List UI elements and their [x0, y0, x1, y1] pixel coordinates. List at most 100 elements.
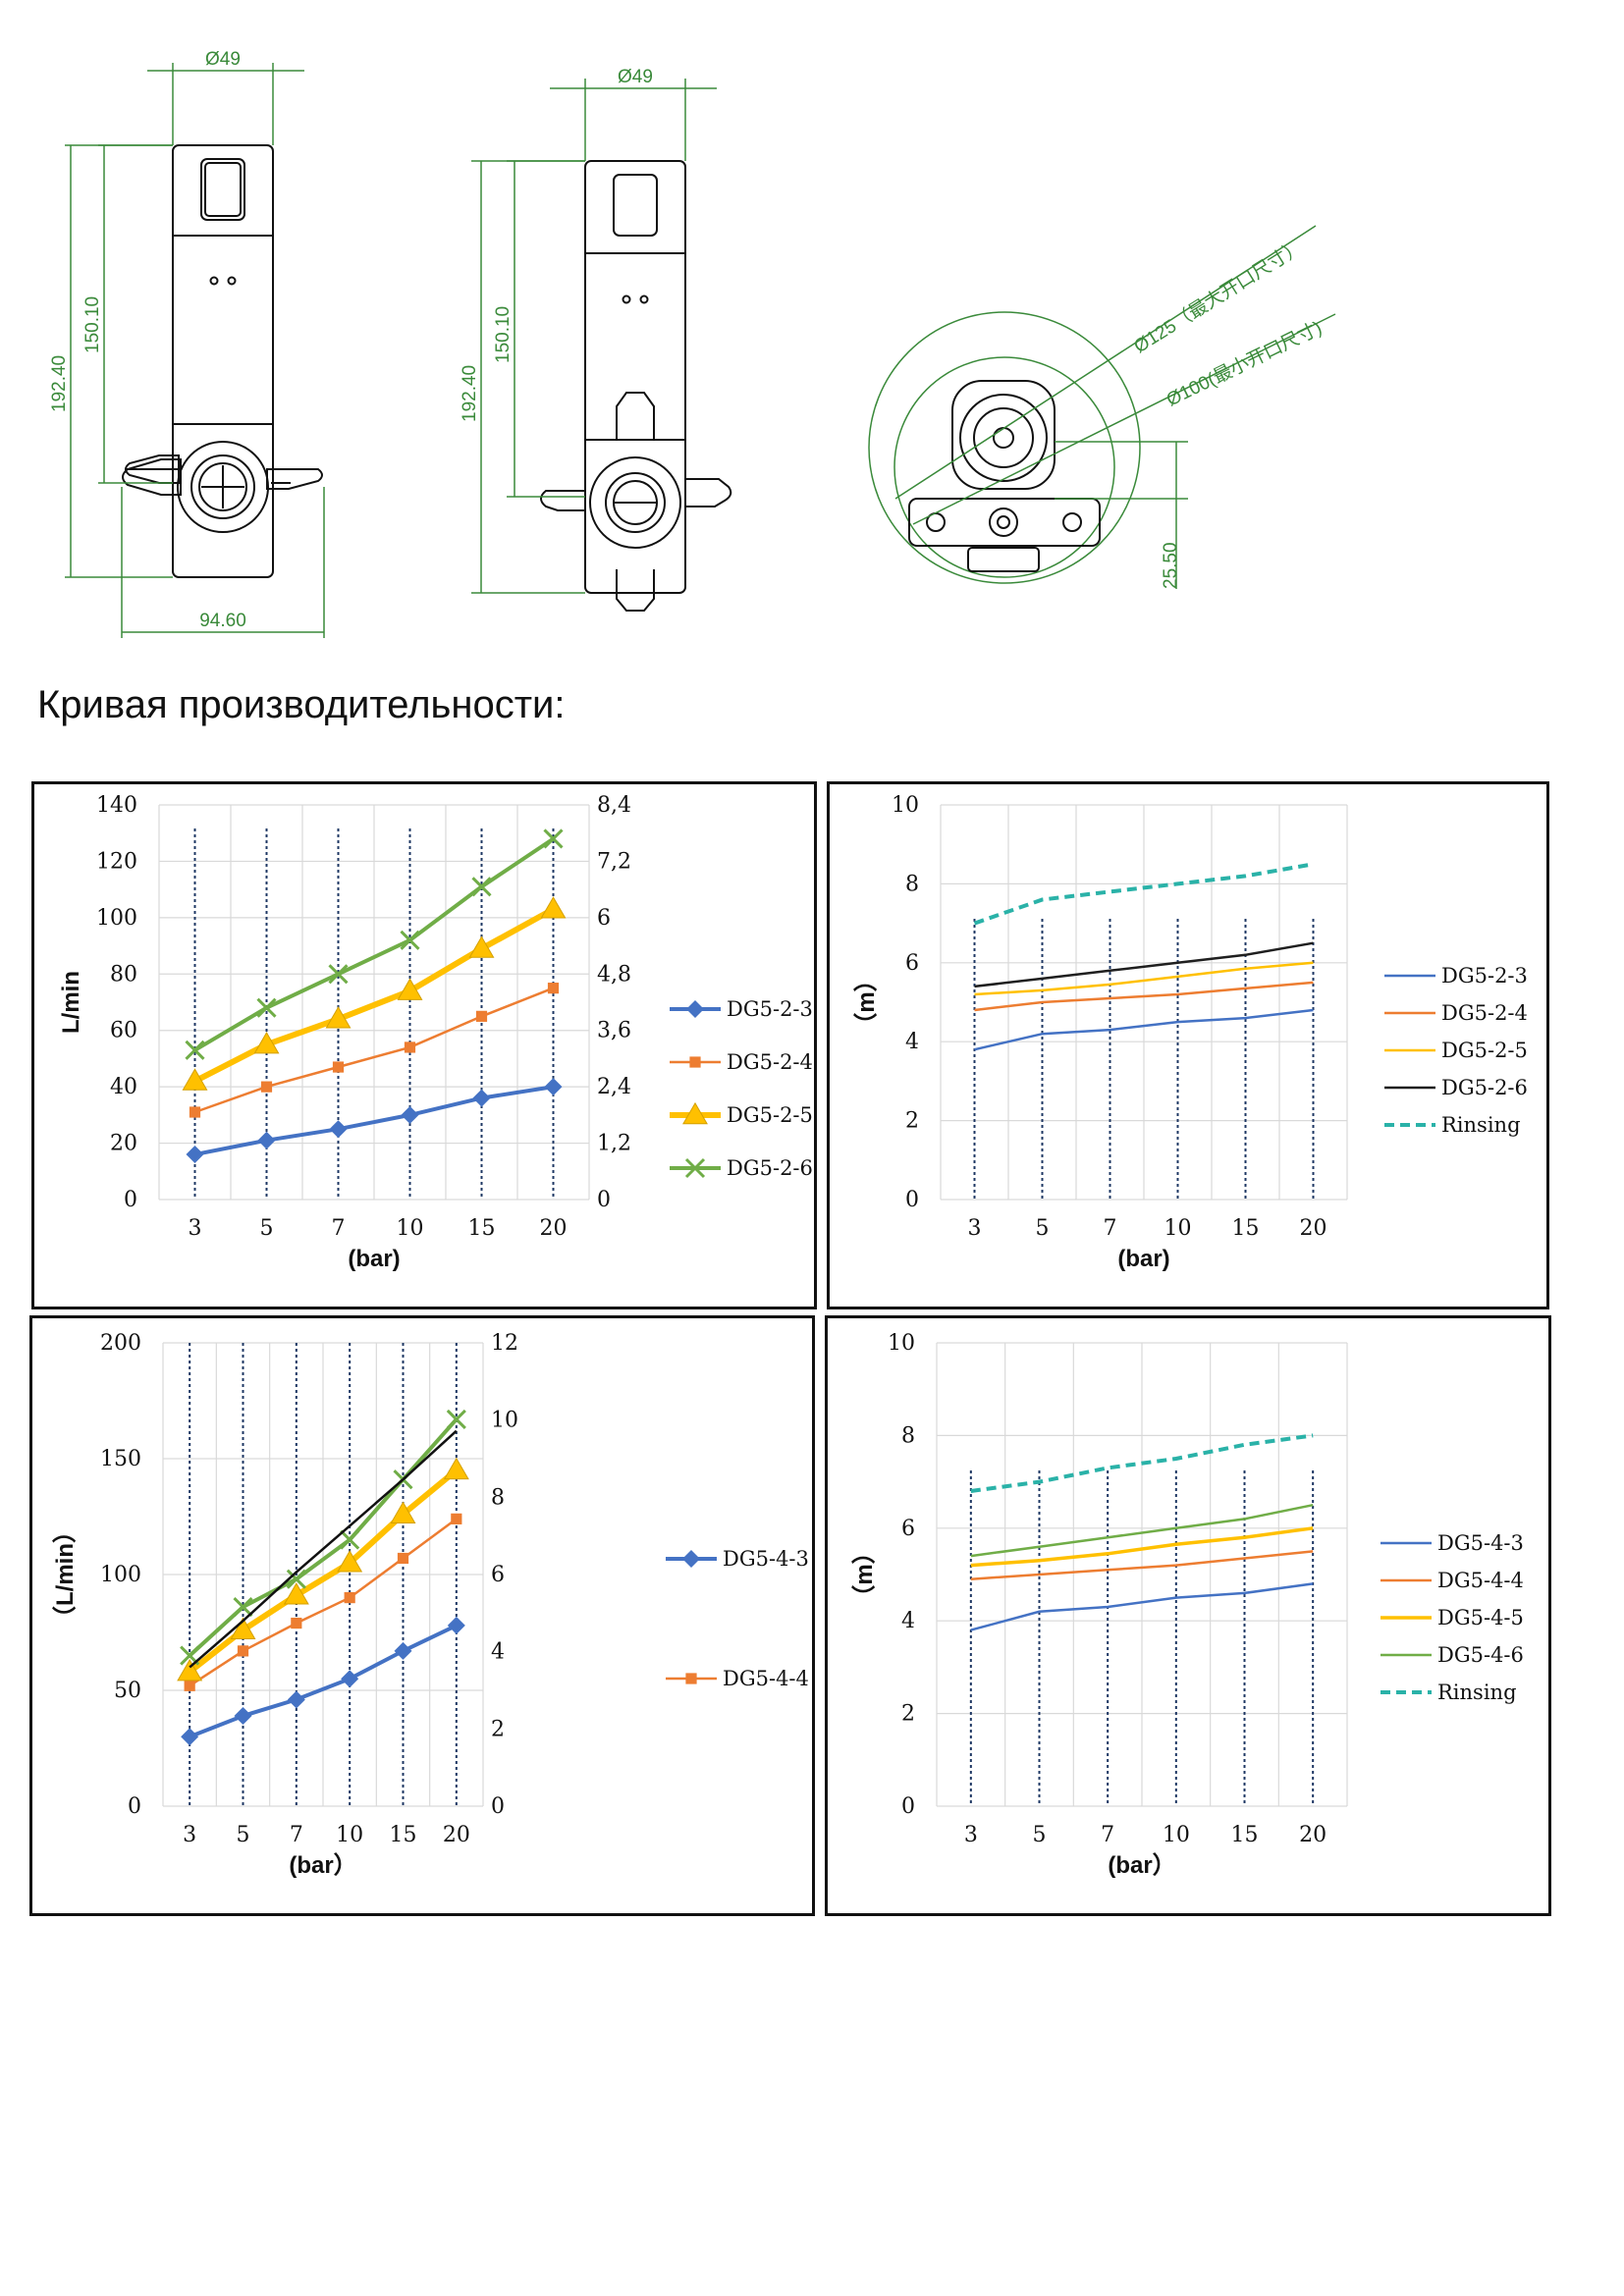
x-tick-label: 3 — [183, 1823, 196, 1847]
data-point-dg5-4-4 — [397, 1552, 409, 1565]
front-view-dimensions — [65, 63, 325, 638]
x-tick-label: 5 — [1036, 1216, 1050, 1241]
y-axis-title: （L/min） — [52, 1520, 79, 1629]
data-point-dg5-4-6 — [286, 1569, 306, 1589]
series-line-dg5-2-3 — [974, 1008, 1314, 1051]
series-line-dg5-4-5 — [970, 1526, 1314, 1568]
series-line-dg5-2-4 — [194, 987, 554, 1114]
side-diameter-label: Ø49 — [618, 67, 653, 87]
data-point-dg5-2-5 — [182, 1068, 208, 1091]
x-axis-title: (bar） — [1108, 1852, 1175, 1879]
series-line-dg5-4-6 — [970, 1503, 1314, 1558]
data-point-dg5-4-4 — [344, 1592, 355, 1604]
x-axis-title: (bar） — [289, 1852, 356, 1879]
x-tick-label: 15 — [468, 1216, 496, 1241]
data-point-dg5-2-3 — [329, 1120, 348, 1139]
front-height-body-label: 150.10 — [82, 296, 103, 353]
performance-curve-heading: Кривая производительности: — [37, 683, 566, 726]
y-tick-label: 0 — [128, 1794, 141, 1819]
top-view-drawing — [868, 225, 1336, 589]
data-point-dg5-4-4 — [451, 1513, 462, 1524]
y2-tick-label: 2 — [491, 1717, 505, 1741]
data-point-dg5-4-5 — [337, 1550, 363, 1573]
x-tick-label: 3 — [189, 1216, 202, 1241]
data-point-dg5-4-5 — [177, 1659, 203, 1682]
series-line-dg5-2-3 — [194, 1085, 554, 1157]
front-view-drawing — [122, 144, 323, 578]
data-point-dg5-2-6 — [471, 877, 492, 897]
y-tick-label: 100 — [100, 1563, 141, 1587]
data-point-dg5-2-3 — [544, 1078, 563, 1096]
y-tick-label: 8 — [901, 1423, 915, 1448]
legend-label: DG5-2-3 — [727, 997, 813, 1021]
chart-frame — [827, 781, 1549, 1309]
data-point-dg5-2-5 — [540, 896, 567, 919]
y2-tick-label: 8 — [491, 1485, 505, 1510]
data-point-dg5-2-6 — [400, 930, 420, 950]
side-height-body-label: 150.10 — [493, 306, 514, 363]
legend-label: DG5-4-3 — [1437, 1531, 1524, 1555]
data-point-dg5-2-3 — [472, 1089, 491, 1107]
y-tick-label: 0 — [901, 1794, 915, 1819]
legend-marker — [682, 1550, 700, 1568]
x-tick-label: 10 — [336, 1823, 363, 1847]
y-axis-title: L/min — [58, 971, 84, 1034]
technical-drawings: Ø49 192.40 150.10 94.60 Ø49 192.40 150.1… — [49, 49, 1336, 638]
y2-tick-label: 1,2 — [597, 1132, 631, 1156]
front-width-label: 94.60 — [199, 611, 246, 631]
y-tick-label: 50 — [114, 1679, 141, 1703]
data-point-dg5-4-5 — [283, 1582, 309, 1605]
series-line-dg5-2-5 — [974, 961, 1314, 996]
series-line-dg5-4-4 — [189, 1518, 458, 1687]
legend-label: DG5-2-5 — [1441, 1039, 1528, 1062]
data-point-dg5-4-5 — [390, 1501, 416, 1523]
y2-tick-label: 3,6 — [597, 1019, 631, 1043]
x-tick-label: 3 — [968, 1216, 982, 1241]
y2-tick-label: 6 — [491, 1563, 505, 1587]
y-tick-label: 20 — [110, 1132, 137, 1156]
data-point-dg5-2-5 — [325, 1006, 352, 1029]
data-point-dg5-4-6 — [446, 1409, 466, 1429]
legend-label: DG5-2-4 — [1441, 1001, 1528, 1025]
data-point-dg5-4-4 — [184, 1680, 195, 1691]
chart-head-dg5-4: 0 2 4 6 8 10 3 5 7 10 15 20 (bar） （m） DG5-4-3 DG5-4-4 DG… — [825, 1315, 1551, 1916]
y-axis-title: （m） — [851, 1540, 878, 1608]
x-tick-label: 5 — [237, 1823, 250, 1847]
chart-flow-dg5-2: 0 20 40 60 80 100 120 140 0 1,2 2,4 3,6 4,8 6 7,2 8,4 3 5… — [31, 781, 817, 1309]
x-tick-label: 10 — [1164, 1216, 1192, 1241]
y2-tick-label: 7,2 — [597, 849, 631, 874]
x-tick-label: 7 — [1101, 1823, 1114, 1847]
series-line-rinsing — [973, 862, 1314, 926]
y2-tick-label: 0 — [597, 1188, 611, 1212]
legend-marker — [686, 1000, 704, 1018]
chart-frame — [29, 1315, 815, 1916]
data-point-dg5-4-5 — [230, 1617, 256, 1639]
legend-label: DG5-2-4 — [727, 1050, 813, 1074]
legend-marker — [685, 1673, 697, 1684]
legend-label: DG5-4-3 — [723, 1547, 809, 1571]
y-tick-label: 40 — [110, 1075, 137, 1099]
top-min-opening-label: Ø100(最小开口尺寸) — [1164, 317, 1326, 411]
y-tick-label: 60 — [110, 1019, 137, 1043]
y-tick-label: 200 — [100, 1331, 141, 1356]
y-tick-label: 4 — [905, 1030, 919, 1054]
chart-head-dg5-2: 0 2 4 6 8 10 3 5 7 10 15 20 (bar) （m） DG5-2-3 DG5-2-4 DG… — [827, 781, 1549, 1309]
y-tick-label: 140 — [96, 793, 137, 818]
chart-panel-flow-dg5-2: 0 20 40 60 80 100 120 140 0 1,2 2,4 3,6 4,8 6 7,2 8,4 3 5… — [31, 781, 817, 1309]
x-tick-label: 3 — [964, 1823, 978, 1847]
y-tick-label: 4 — [901, 1609, 915, 1633]
data-point-dg5-2-4 — [404, 1041, 416, 1053]
legend-marker — [684, 1157, 706, 1179]
x-tick-label: 10 — [1163, 1823, 1190, 1847]
data-point-dg5-2-5 — [468, 935, 495, 958]
data-point-dg5-4-6 — [233, 1596, 253, 1618]
top-offset-label: 25.50 — [1161, 542, 1181, 589]
data-point-dg5-2-3 — [186, 1146, 204, 1164]
data-point-dg5-2-6 — [328, 964, 349, 985]
y-tick-label: 150 — [100, 1447, 141, 1471]
data-point-dg5-4-4 — [291, 1617, 302, 1629]
data-point-dg5-2-4 — [547, 983, 560, 994]
legend-label: DG5-4-4 — [723, 1667, 809, 1690]
chart-frame — [31, 781, 817, 1309]
x-tick-label: 15 — [390, 1823, 417, 1847]
